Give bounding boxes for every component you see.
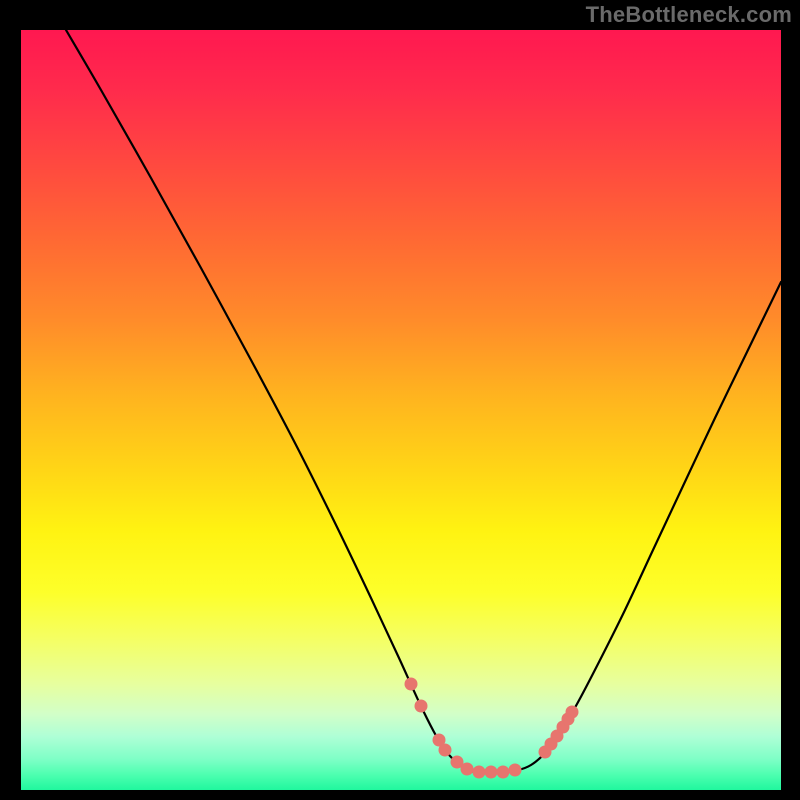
data-marker (439, 744, 452, 757)
chart-frame: TheBottleneck.com (0, 0, 800, 800)
data-marker (461, 763, 474, 776)
data-marker (566, 706, 579, 719)
data-marker (405, 678, 418, 691)
chart-background (21, 30, 781, 790)
data-marker (415, 700, 428, 713)
data-marker (473, 766, 486, 779)
data-marker (509, 764, 522, 777)
data-marker (485, 766, 498, 779)
data-marker (497, 766, 510, 779)
plot-area (21, 30, 781, 790)
attribution-text: TheBottleneck.com (586, 2, 792, 28)
bottleneck-chart-svg (21, 30, 781, 790)
